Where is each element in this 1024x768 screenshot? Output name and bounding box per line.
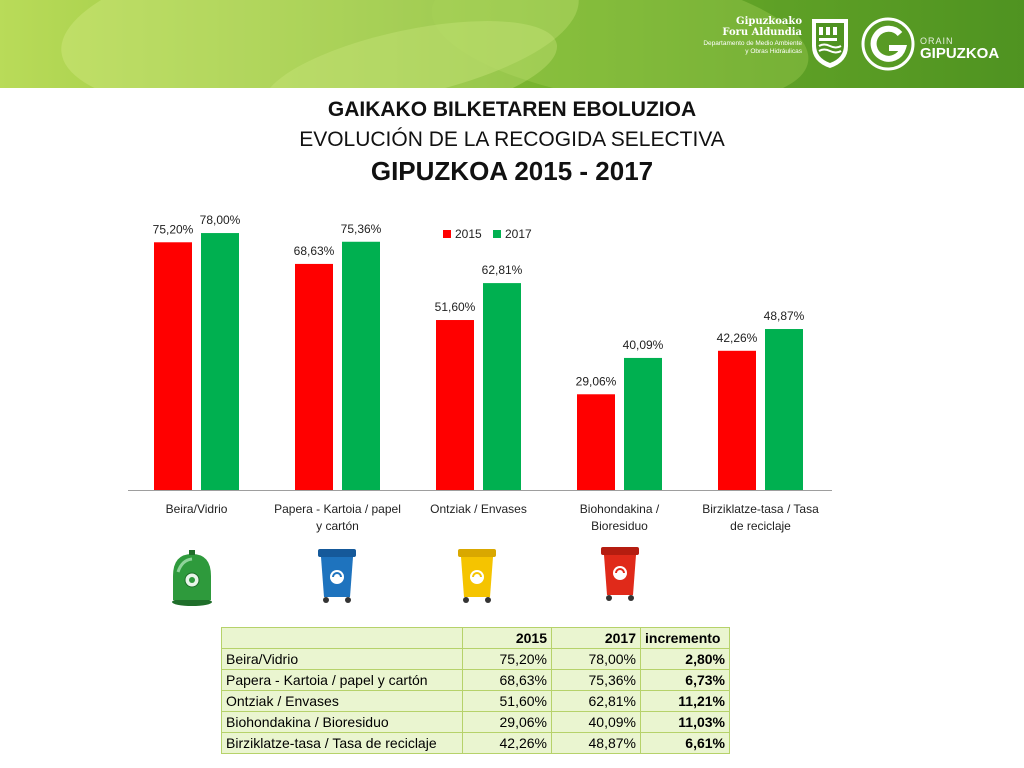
org-line1: Gipuzkoako: [736, 16, 802, 27]
bar-2017: [201, 233, 239, 490]
data-label: 75,20%: [153, 222, 194, 236]
bar-2015: [577, 394, 615, 490]
data-label: 40,09%: [623, 338, 664, 352]
org-line4: y Obras Hidráulicas: [745, 48, 802, 55]
bar-2017: [624, 357, 662, 490]
brand-big: GIPUZKOA: [920, 45, 1000, 62]
category-label: Papera - Kartoia / papel: [274, 502, 401, 516]
table-cell: 11,03%: [640, 711, 730, 733]
category-label: y cartón: [316, 519, 359, 533]
table-cell: Beira/Vidrio: [221, 648, 463, 670]
table-cell: 75,20%: [462, 648, 552, 670]
bar-2015: [295, 263, 333, 490]
category-label: de reciclaje: [730, 519, 791, 533]
legend-swatch: [443, 230, 451, 238]
table-cell: 2015: [462, 627, 552, 649]
table-cell: 11,21%: [640, 690, 730, 712]
table-cell: 78,00%: [551, 648, 641, 670]
legend-swatch: [493, 230, 501, 238]
title-spanish: EVOLUCIÓN DE LA RECOGIDA SELECTIVA: [299, 128, 725, 151]
data-table: 2015 2017 incremento Beira/Vidrio 75,20%…: [221, 627, 730, 754]
table-cell: 62,81%: [551, 690, 641, 712]
bar-2015: [718, 350, 756, 490]
table-cell: [221, 627, 463, 649]
table-cell: incremento: [640, 627, 730, 649]
blue-paper-bin-icon: [318, 549, 356, 603]
table-row: Birziklatze-tasa / Tasa de reciclaje 42,…: [221, 732, 730, 754]
data-label: 62,81%: [482, 263, 523, 277]
table-row: Papera - Kartoia / papel y cartón 68,63%…: [221, 669, 730, 691]
data-label: 48,87%: [764, 309, 805, 323]
header-banner: Gipuzkoako Foru Aldundia Departamento de…: [0, 0, 1024, 88]
table-cell: 48,87%: [551, 732, 641, 754]
category-label: Birziklatze-tasa / Tasa: [702, 502, 819, 516]
table-cell: Birziklatze-tasa / Tasa de reciclaje: [221, 732, 463, 754]
legend-label: 2017: [505, 227, 532, 241]
brand-small: ORAIN: [920, 36, 954, 46]
legend-label: 2015: [455, 227, 482, 241]
category-label: Beira/Vidrio: [166, 502, 228, 516]
data-label: 78,00%: [200, 213, 241, 227]
data-label: 51,60%: [435, 300, 476, 314]
table-cell: Papera - Kartoia / papel y cartón: [221, 669, 463, 691]
org-line2: Foru Aldundia: [722, 27, 802, 38]
data-label: 75,36%: [341, 222, 382, 236]
table-cell: 6,61%: [640, 732, 730, 754]
table-cell: Biohondakina / Bioresiduo: [221, 711, 463, 733]
category-label: Ontziak / Envases: [430, 502, 527, 516]
table-cell: 51,60%: [462, 690, 552, 712]
table-cell: 29,06%: [462, 711, 552, 733]
table-row: Beira/Vidrio 75,20% 78,00% 2,80%: [221, 648, 730, 670]
data-label: 29,06%: [576, 374, 617, 388]
red-organic-bin-icon: [601, 547, 639, 601]
table-row: Biohondakina / Bioresiduo 29,06% 40,09% …: [221, 711, 730, 733]
data-label: 68,63%: [294, 244, 335, 258]
brand-text: ORAIN GIPUZKOA: [920, 36, 999, 62]
coat-of-arms-icon: [812, 19, 848, 68]
category-label: Biohondakina /: [580, 502, 660, 516]
bar-2017: [483, 283, 521, 490]
table-cell: 68,63%: [462, 669, 552, 691]
title-region-years: GIPUZKOA 2015 - 2017: [370, 156, 654, 186]
table-cell: 40,09%: [551, 711, 641, 733]
table-cell: 2,80%: [640, 648, 730, 670]
bar-2017: [342, 241, 380, 490]
table-row: Ontziak / Envases 51,60% 62,81% 11,21%: [221, 690, 730, 712]
bar-2017: [765, 329, 803, 490]
table-cell: Ontziak / Envases: [221, 690, 463, 712]
org-line3: Departamento de Medio Ambiente: [703, 40, 802, 47]
table-cell: 42,26%: [462, 732, 552, 754]
bar-chart: 75,20% 78,00% Beira/Vidrio 68,63% 75,36% Pape…: [128, 213, 832, 533]
bar-2015: [154, 242, 192, 490]
table-cell: 75,36%: [551, 669, 641, 691]
table-cell: 2017: [551, 627, 641, 649]
org-name: Gipuzkoako Foru Aldundia Departamento de…: [692, 16, 802, 56]
table-cell: 6,73%: [640, 669, 730, 691]
title-basque: GAIKAKO BILKETAREN EBOLUZIOA: [327, 98, 697, 121]
bar-2015: [436, 320, 474, 490]
data-label: 42,26%: [717, 331, 758, 345]
category-label: Bioresiduo: [591, 519, 648, 533]
bins-row: [172, 547, 639, 606]
yellow-packaging-bin-icon: [458, 549, 496, 603]
table-header-row: 2015 2017 incremento: [221, 627, 730, 649]
orain-gipuzkoa-logo-icon: [861, 17, 915, 71]
green-glass-igloo-icon: [172, 550, 212, 606]
